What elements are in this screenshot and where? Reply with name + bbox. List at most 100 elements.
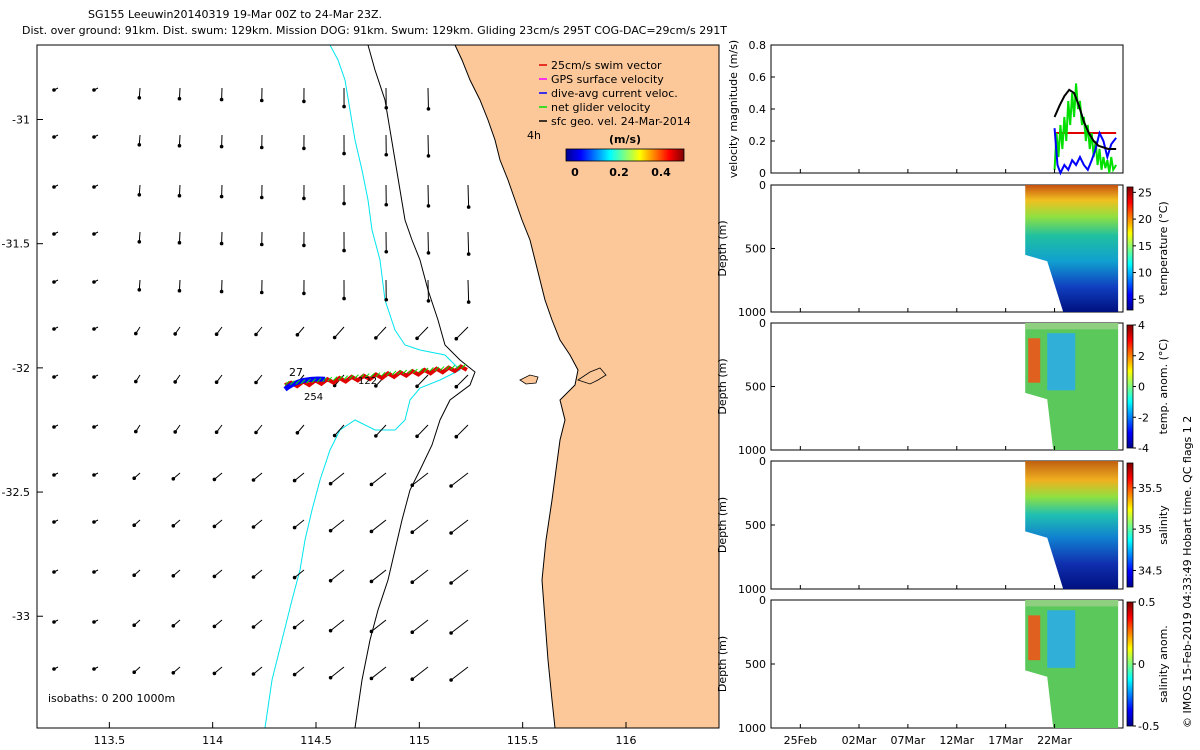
geo-vector-arrow [253, 619, 263, 628]
geo-vector-arrow [411, 472, 429, 486]
geo-vector-head [426, 204, 431, 208]
profile-y-label: Depth (m) [716, 358, 729, 414]
geo-vector-head [212, 671, 217, 676]
profile-y-tick-label: 1000 [738, 444, 766, 457]
geo-vector-head [92, 280, 96, 284]
geo-vector-arrow [416, 424, 429, 437]
geo-vector-head [259, 195, 264, 200]
colorbar-tick-0: 0 [571, 166, 579, 179]
geo-vector-head [134, 429, 138, 434]
track-net-vector [418, 368, 424, 373]
time-axis-label: 12Mar [939, 734, 974, 747]
geo-vector-head [212, 524, 217, 529]
velocity-y-label: velocity magnitude (m/s) [727, 40, 740, 178]
geo-vector-arrow [450, 519, 469, 534]
map-x-tick-label: 115.5 [507, 734, 539, 747]
geo-vector-head [92, 232, 96, 236]
legend-label-geo: sfc geo. vel. 24-Mar-2014 [551, 115, 691, 128]
track-net-vector [423, 367, 429, 373]
geo-vector-head [426, 107, 431, 111]
geo-vector-head [177, 288, 182, 293]
velocity-series-1 [1053, 83, 1118, 174]
time-axis-label: 25Feb [784, 734, 817, 747]
geo-vector-head [134, 379, 138, 384]
geo-vector-head [254, 430, 258, 435]
geo-vector-arrow [371, 569, 387, 582]
map-frame [36, 44, 720, 729]
geo-vector-head [449, 631, 453, 635]
time-axis-label: 07Mar [891, 734, 926, 747]
geo-vector-head [171, 477, 176, 481]
profile-field [1025, 185, 1119, 312]
geo-vector-head [410, 580, 415, 585]
profile-colorbar-tick-label: 35 [1138, 523, 1152, 536]
track-net-vector [364, 373, 370, 378]
map-legend: 25cm/s swim vector GPS surface velocity … [539, 59, 691, 128]
profile-field [1025, 461, 1119, 589]
geo-vector-head [52, 667, 56, 671]
geo-vector-head [177, 240, 182, 245]
track-net-vector [386, 371, 391, 376]
profile-colorbar-tick-label: -2 [1138, 411, 1149, 424]
geo-vector-head [137, 143, 142, 147]
geo-vector-arrow [334, 326, 345, 338]
profile-y-tick-label: 500 [745, 519, 766, 532]
rottnest-island [519, 374, 539, 385]
map-x-tick-label: 114.5 [300, 734, 332, 747]
geo-vector-head [295, 431, 300, 435]
geo-vector-head [52, 232, 56, 236]
profile-colorbar-tick-label: 0.5 [1138, 596, 1156, 609]
geo-vector-head [369, 482, 374, 487]
geo-vector-arrow [371, 666, 387, 679]
geo-vector-arrow [416, 374, 429, 387]
geo-vector-head [410, 630, 415, 635]
geo-vector-head [219, 97, 224, 102]
geo-vector-head [212, 574, 217, 579]
profile-colorbar-tick-label: 10 [1138, 267, 1152, 280]
profile-colorbar [1126, 601, 1134, 727]
geo-vector-head [132, 476, 136, 481]
velocity-series-2 [1053, 128, 1117, 176]
track-net-vector [316, 377, 322, 383]
geo-vector-head [214, 380, 219, 385]
geo-vector-arrow [253, 472, 263, 481]
geo-vector-head [328, 481, 333, 486]
geo-vector-head [410, 677, 415, 682]
geo-vector-head [92, 135, 96, 139]
geo-vector-arrow [467, 231, 470, 255]
track-net-vector [306, 378, 311, 384]
geo-vector-head [92, 375, 96, 379]
velocity-series-3 [1053, 88, 1117, 150]
geo-vector-head [137, 193, 142, 197]
profile-y-tick-label: 500 [745, 658, 766, 671]
geo-vector-head [251, 575, 256, 579]
velocity-y-tick-label: 0 [759, 167, 766, 180]
footer-credit: © IMOS 15-Feb-2019 04:33:49 Hobart time.… [1181, 416, 1194, 728]
profile-panel-1: 0 500 1000 Depth (m) 5 10 15 20 25 temperature (°… [716, 179, 1170, 319]
geo-vector-head [52, 280, 56, 284]
geo-vector-head [251, 525, 256, 529]
geo-vector-head [92, 620, 96, 624]
geo-vector-head [466, 252, 471, 256]
geo-vector-head [328, 528, 333, 533]
chart-subtitle: Dist. over ground: 91km. Dist. swum: 129… [22, 24, 727, 37]
geo-vector-arrow [294, 472, 305, 481]
geo-vector-head [466, 300, 471, 304]
velocity-y-tick-label: 0.6 [749, 71, 767, 84]
geo-vector-arrow [411, 666, 429, 680]
profile-y-tick-label: 0 [759, 317, 766, 330]
geo-vector-arrow [416, 326, 429, 339]
geo-vector-head [52, 425, 56, 429]
geo-vector-head [52, 473, 56, 477]
geo-vector-head [132, 523, 136, 527]
geo-vector-head [302, 99, 306, 104]
geo-vector-head [328, 578, 333, 583]
geo-vector-arrow [371, 519, 387, 532]
profile-colorbar-tick-label: 4 [1138, 319, 1145, 332]
profile-colorbar-tick-label: 0 [1138, 381, 1145, 394]
geo-vector-arrow [371, 472, 387, 485]
profile-colorbar-tick-label: 34.5 [1138, 564, 1163, 577]
geo-vector-head [466, 205, 471, 209]
profile-y-label: Depth (m) [716, 220, 729, 276]
